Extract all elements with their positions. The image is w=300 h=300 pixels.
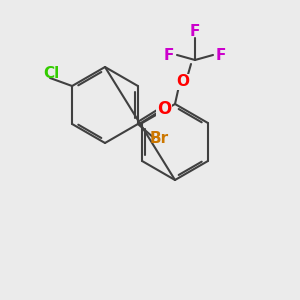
- Text: F: F: [164, 47, 174, 62]
- Text: F: F: [216, 47, 226, 62]
- Text: Cl: Cl: [43, 65, 59, 80]
- Text: Br: Br: [149, 130, 169, 146]
- Text: O: O: [157, 100, 171, 118]
- Text: F: F: [190, 23, 200, 38]
- Text: O: O: [176, 74, 190, 89]
